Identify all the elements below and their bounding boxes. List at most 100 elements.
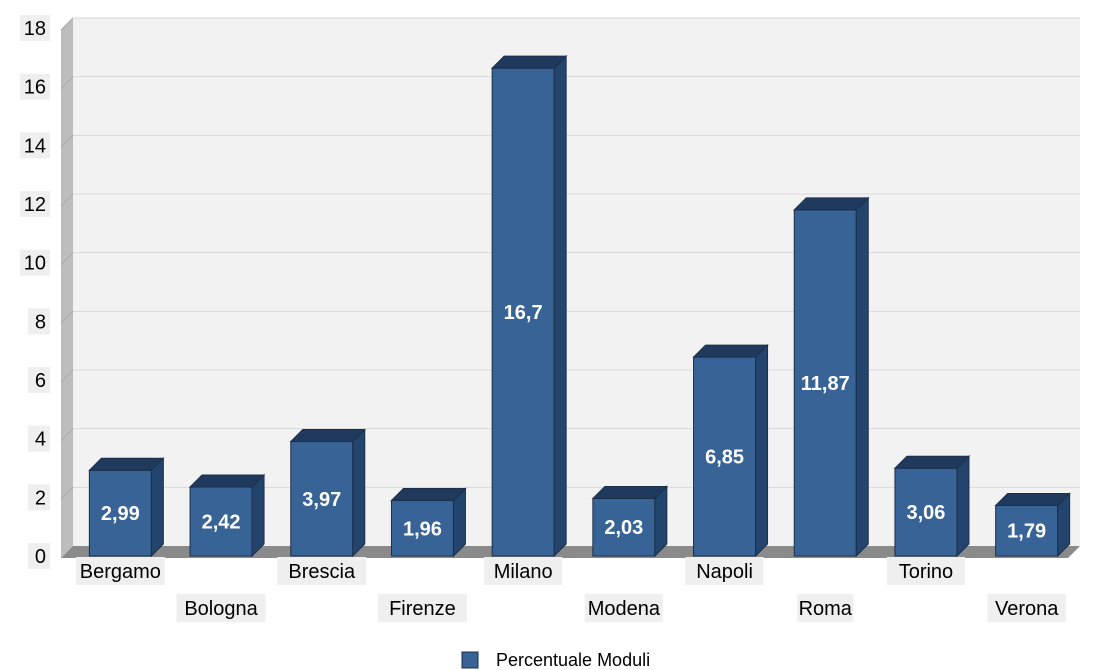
legend-swatch bbox=[461, 651, 479, 669]
y-tick-label: 6 bbox=[35, 370, 46, 392]
bars bbox=[88, 54, 1071, 558]
gridline-side bbox=[60, 428, 74, 442]
bar bbox=[88, 457, 165, 558]
data-label: 1,79 bbox=[1007, 521, 1046, 543]
category-label: Bologna bbox=[184, 598, 258, 620]
category-label-bg bbox=[685, 557, 764, 585]
legend-label: Percentuale Moduli bbox=[496, 650, 650, 670]
bar-top bbox=[490, 55, 568, 69]
bar-side bbox=[352, 428, 366, 558]
bar-side bbox=[251, 473, 265, 558]
category-label-bg bbox=[176, 594, 266, 622]
legend-item: Percentuale Moduli bbox=[461, 650, 650, 670]
category-label-bg bbox=[377, 594, 467, 622]
y-tick-label: 12 bbox=[24, 194, 46, 216]
bar-front bbox=[592, 497, 656, 557]
bar bbox=[289, 428, 366, 558]
gridline-side bbox=[60, 17, 74, 31]
y-tick-label-bg bbox=[28, 543, 50, 569]
data-label: 11,87 bbox=[801, 373, 850, 395]
category-label-bg bbox=[987, 594, 1066, 622]
y-tick-label: 14 bbox=[24, 135, 46, 157]
bar-top bbox=[591, 485, 669, 499]
gridline-side bbox=[60, 193, 74, 207]
y-tick-label: 10 bbox=[24, 253, 46, 275]
category-label-bg bbox=[277, 557, 367, 585]
gridline-side bbox=[60, 252, 74, 266]
bar-side bbox=[755, 343, 769, 558]
category-label: Verona bbox=[995, 598, 1059, 620]
bar-front bbox=[189, 486, 253, 557]
gridline-side bbox=[60, 134, 74, 148]
bar-side bbox=[855, 196, 869, 558]
category-label: Bergamo bbox=[80, 561, 161, 583]
bar-top bbox=[793, 197, 870, 211]
gridline-side bbox=[60, 369, 74, 383]
bar bbox=[591, 485, 669, 558]
data-label: 2,03 bbox=[604, 517, 643, 539]
y-tick-label: 16 bbox=[24, 77, 46, 99]
y-tick-label-bg bbox=[28, 367, 50, 393]
data-label: 2,99 bbox=[101, 503, 140, 525]
category-label: Milano bbox=[494, 561, 553, 583]
data-label: 6,85 bbox=[705, 447, 744, 469]
bar-top bbox=[289, 429, 366, 443]
side-wall bbox=[61, 18, 73, 558]
y-tick-label-bg bbox=[28, 308, 50, 335]
bar bbox=[793, 196, 870, 558]
y-axis-ticks: 0 2 4 6 8 10 12 14 16 18 bbox=[20, 15, 50, 569]
legend: Percentuale Moduli bbox=[461, 650, 650, 670]
bar-top bbox=[88, 457, 165, 471]
bar bbox=[490, 54, 568, 558]
y-tick-label-bg bbox=[20, 249, 50, 276]
category-label: Brescia bbox=[288, 561, 356, 583]
gridline-side bbox=[60, 486, 74, 500]
bar bbox=[188, 473, 266, 558]
bar bbox=[994, 492, 1071, 558]
bar-side bbox=[956, 455, 970, 558]
category-label-bg bbox=[886, 557, 965, 585]
category-label: Torino bbox=[899, 561, 953, 583]
category-label: Napoli bbox=[696, 561, 753, 583]
bar bbox=[893, 455, 971, 558]
y-tick-label-bg bbox=[20, 15, 50, 41]
bar bbox=[692, 343, 769, 558]
y-tick-label-bg bbox=[20, 132, 50, 159]
y-tick-label: 8 bbox=[35, 311, 46, 333]
data-label: 3,06 bbox=[906, 502, 945, 524]
y-tick-label-bg bbox=[20, 73, 50, 100]
bar-top bbox=[692, 344, 769, 358]
category-label-bg bbox=[75, 557, 165, 585]
y-tick-label-bg bbox=[28, 484, 50, 511]
category-label: Firenze bbox=[389, 598, 456, 620]
y-tick-label: 2 bbox=[35, 487, 46, 509]
y-tick-label: 4 bbox=[35, 429, 46, 451]
y-tick-label: 18 bbox=[24, 18, 46, 40]
y-tick-label-bg bbox=[20, 191, 50, 217]
data-label: 1,96 bbox=[403, 518, 442, 540]
bar-front bbox=[290, 441, 354, 557]
gridlines bbox=[60, 17, 1080, 500]
bar-front bbox=[390, 500, 454, 557]
category-label-bg bbox=[797, 594, 854, 622]
bar-front bbox=[894, 467, 958, 557]
bar-front bbox=[491, 67, 555, 557]
category-label: Modena bbox=[588, 598, 661, 620]
y-tick-label-bg bbox=[28, 425, 50, 452]
data-label: 16,7 bbox=[504, 302, 543, 324]
data-labels: 2,99 2,42 3,97 1,96 16,7 2,03 6,85 11,87 3,06 1,7… bbox=[101, 302, 1046, 543]
category-labels: Bergamo Bologna Brescia Firenze Milano Modena… bbox=[75, 557, 1066, 622]
bar-top bbox=[893, 455, 971, 469]
bar-front bbox=[88, 469, 152, 557]
gridline-side bbox=[60, 310, 74, 324]
bar-side bbox=[150, 457, 164, 558]
gridline-side bbox=[60, 76, 74, 90]
bar-top bbox=[994, 492, 1071, 506]
bar-top bbox=[390, 488, 467, 502]
data-label: 2,42 bbox=[202, 512, 241, 534]
bar-top bbox=[188, 474, 266, 488]
category-label-bg bbox=[484, 557, 563, 585]
category-label-bg bbox=[584, 594, 663, 622]
